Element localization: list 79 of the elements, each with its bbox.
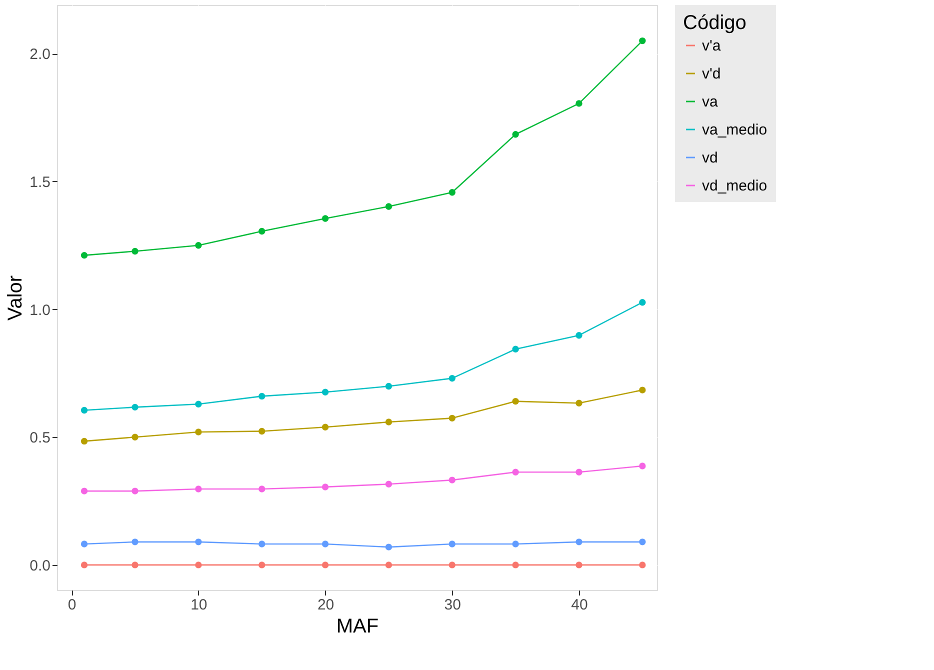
- point: [80, 438, 88, 445]
- point: [639, 386, 646, 394]
- point: [512, 398, 519, 405]
- point: [512, 540, 519, 548]
- point: [195, 562, 202, 568]
- point: [385, 544, 392, 550]
- point: [576, 400, 582, 406]
- point: [322, 424, 329, 430]
- point: [448, 374, 456, 382]
- point: [258, 428, 266, 435]
- point: [258, 562, 266, 568]
- point: [512, 468, 519, 476]
- point: [132, 404, 138, 411]
- point: [132, 488, 138, 494]
- point: [258, 486, 266, 492]
- point: [80, 488, 88, 494]
- y-tick-label: 1.0: [30, 302, 50, 319]
- x-axis-title: MAF: [336, 616, 379, 638]
- x-tick-label: 0: [68, 596, 76, 614]
- point: [195, 242, 202, 249]
- x-tick-label: 30: [444, 596, 461, 614]
- point: [448, 476, 456, 484]
- x-tick-label: 20: [317, 596, 334, 614]
- point: [639, 462, 646, 470]
- point: [576, 332, 582, 339]
- y-tick-label: 0.5: [30, 430, 50, 447]
- y-tick-label: 1.5: [30, 174, 50, 191]
- point: [512, 131, 519, 138]
- point: [576, 538, 582, 546]
- legend-label: v'a: [702, 38, 722, 54]
- point: [385, 562, 392, 568]
- x-tick-label: 10: [190, 596, 208, 614]
- point: [80, 406, 88, 414]
- point: [132, 562, 138, 568]
- point: [80, 562, 88, 568]
- point: [385, 382, 392, 390]
- point: [195, 428, 202, 436]
- point: [195, 538, 202, 546]
- point: [132, 538, 138, 546]
- point: [576, 468, 582, 476]
- y-tick-label: 0.0: [30, 557, 50, 574]
- point: [385, 480, 392, 488]
- point: [385, 203, 392, 210]
- y-axis-title: Valor: [4, 275, 27, 321]
- legend-label: vd_medio: [702, 178, 768, 194]
- point: [322, 388, 329, 396]
- point: [195, 400, 202, 408]
- point: [512, 346, 519, 352]
- point: [132, 434, 138, 440]
- point: [258, 228, 266, 235]
- point: [448, 414, 456, 422]
- point: [322, 562, 329, 568]
- point: [322, 215, 329, 222]
- point: [80, 540, 88, 548]
- legend-label: va: [702, 94, 718, 110]
- point: [448, 189, 456, 196]
- point: [322, 484, 329, 490]
- point: [576, 100, 582, 107]
- x-tick-label: 40: [571, 596, 588, 614]
- point: [132, 248, 138, 255]
- point: [385, 418, 392, 426]
- point: [258, 392, 266, 400]
- point: [576, 562, 582, 568]
- point: [322, 540, 329, 548]
- point: [258, 540, 266, 548]
- point: [639, 37, 646, 44]
- point: [80, 252, 88, 259]
- point: [639, 299, 646, 306]
- point: [195, 486, 202, 492]
- point: [639, 562, 646, 568]
- legend-label: va_medio: [702, 122, 768, 138]
- point: [448, 562, 456, 568]
- point: [512, 562, 519, 568]
- legend-label: vd: [702, 150, 718, 166]
- y-tick-label: 2.0: [30, 46, 50, 64]
- legend-label: v'd: [702, 66, 721, 82]
- point: [448, 540, 456, 548]
- legend-title: Código: [683, 12, 746, 34]
- point: [639, 538, 646, 546]
